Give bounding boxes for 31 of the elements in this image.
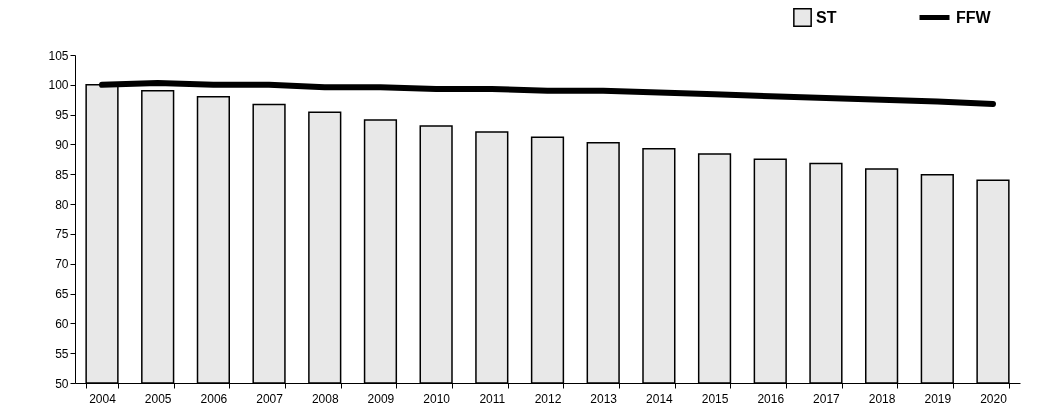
x-tick-label: 2004: [89, 391, 117, 406]
x-tick-label: 2006: [200, 391, 228, 406]
y-tick-label: 90: [55, 137, 69, 152]
x-tick-label: 2015: [701, 391, 729, 406]
y-tick-label: 50: [55, 376, 69, 391]
y-tick-label: 105: [48, 48, 69, 63]
x-tick-label: 2011: [479, 391, 506, 406]
x-tick-label: 2010: [423, 391, 451, 406]
x-tick-label: 2018: [868, 391, 896, 406]
x-tick-label: 2014: [646, 391, 674, 406]
y-tick-label: 60: [55, 316, 69, 331]
x-tick-label: 2020: [980, 391, 1008, 406]
x-tick-label: 2012: [534, 391, 562, 406]
x-tick-label: 2005: [144, 391, 172, 406]
legend-label: ST: [816, 8, 837, 26]
x-tick-label: 2008: [311, 391, 339, 406]
y-tick-label: 75: [55, 227, 69, 242]
legend-label: FFW: [956, 8, 992, 26]
y-tick-label: 100: [48, 78, 69, 93]
x-tick-label: 2019: [924, 391, 952, 406]
y-tick-label: 80: [55, 197, 69, 212]
x-tick-label: 2013: [590, 391, 618, 406]
x-tick-label: 2009: [367, 391, 395, 406]
x-tick-label: 2016: [757, 391, 785, 406]
y-tick-label: 85: [55, 167, 69, 182]
y-tick-label: 65: [55, 287, 69, 302]
x-tick-label: 2017: [813, 391, 841, 406]
y-tick-label: 70: [55, 257, 69, 272]
x-tick-label: 2007: [256, 391, 284, 406]
y-tick-label: 95: [55, 108, 69, 123]
y-tick-label: 55: [55, 346, 69, 361]
